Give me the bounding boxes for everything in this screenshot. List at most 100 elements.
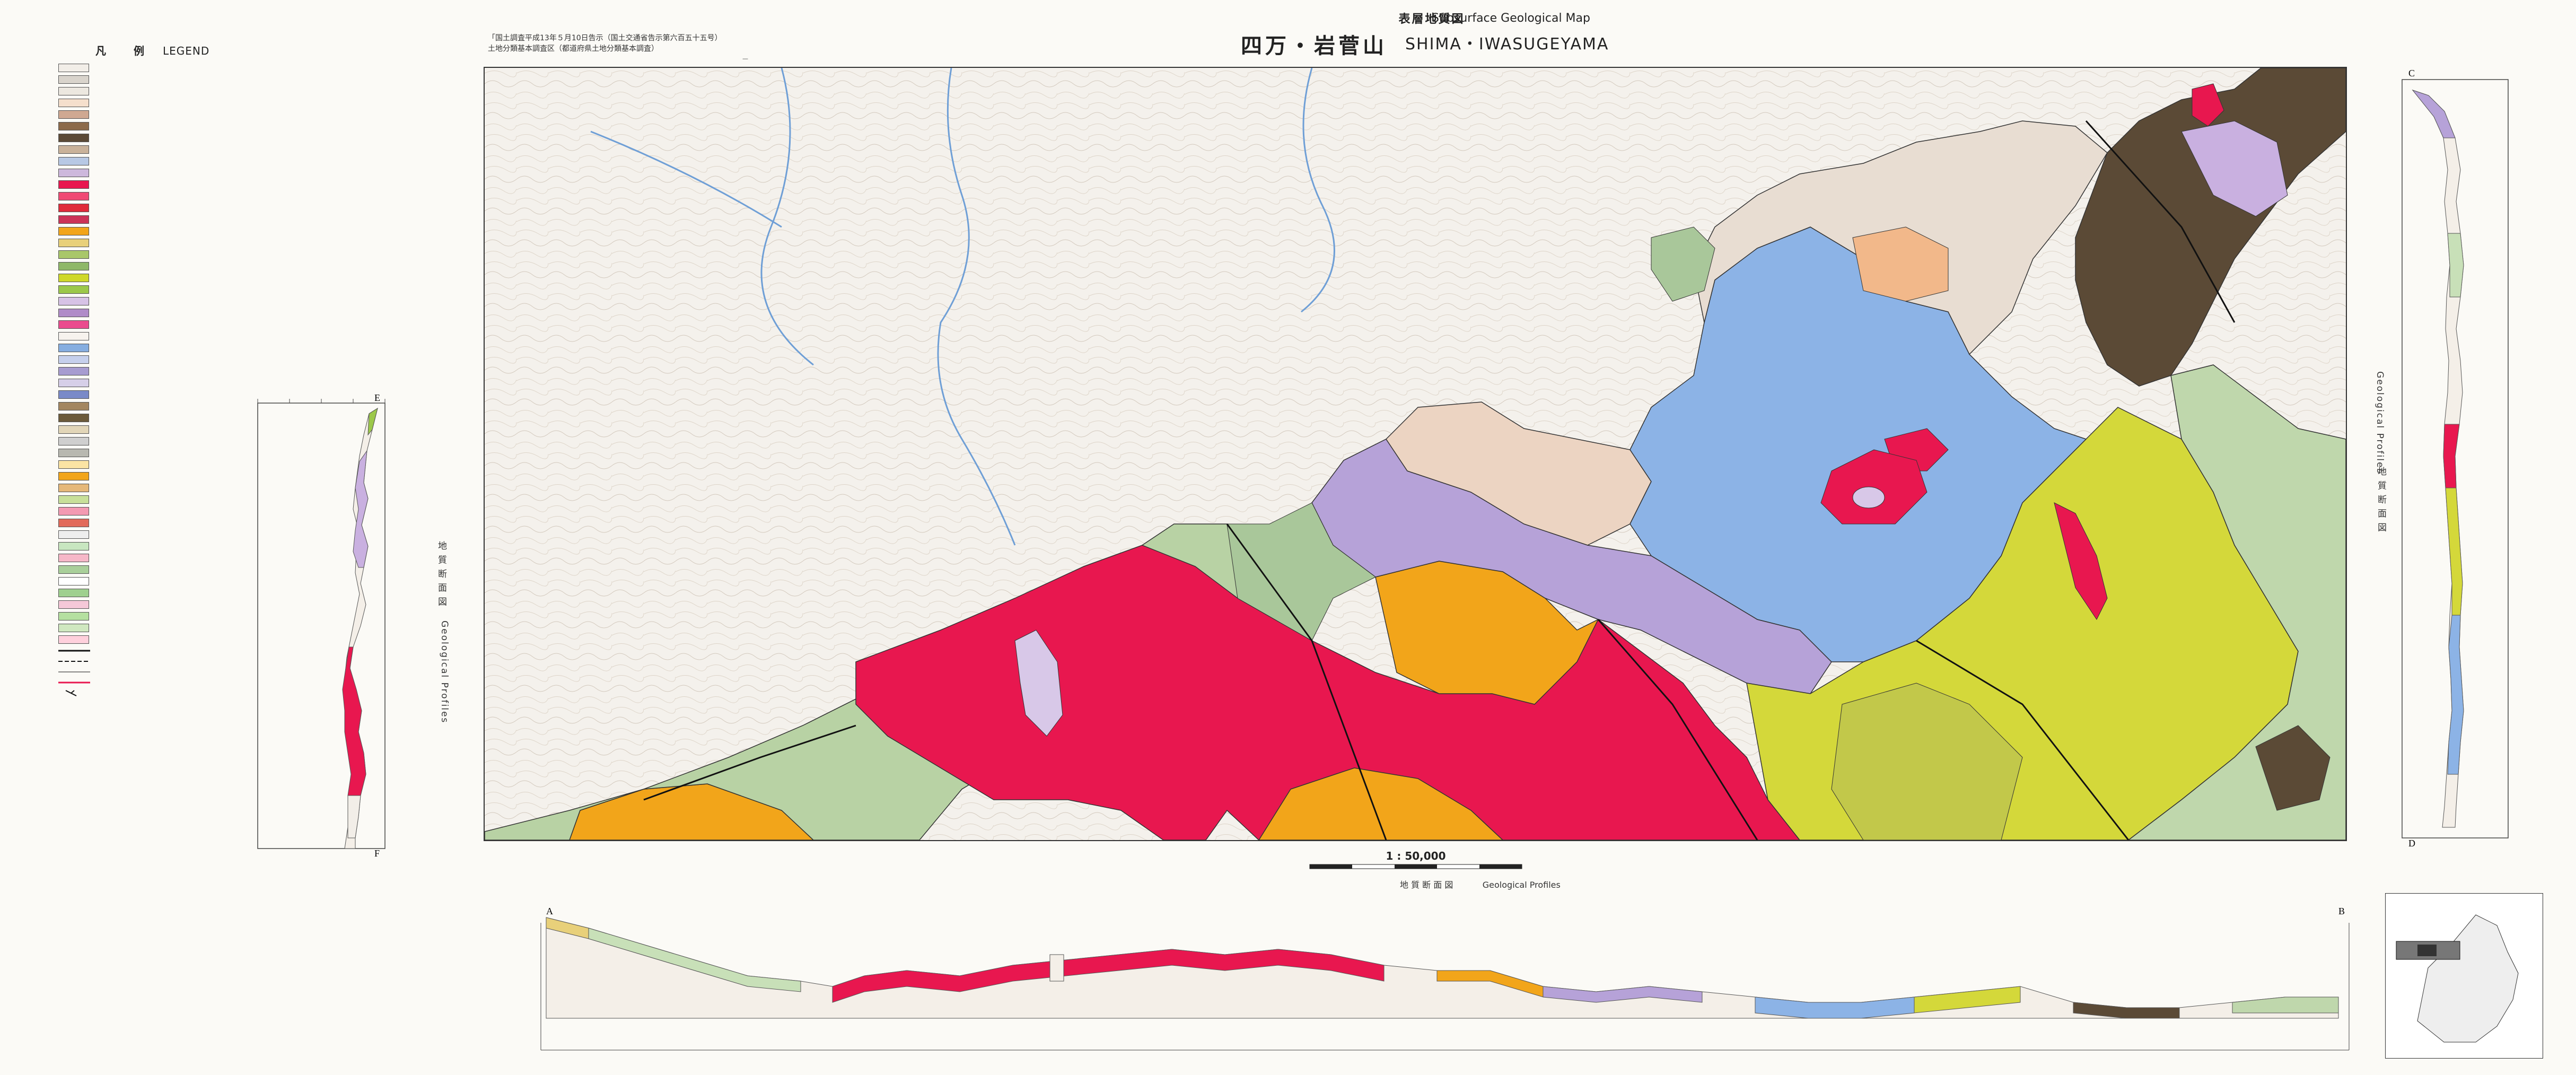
header-note-1: 「国土調査平成13年５月10日告示（国土交通省告示第六百五十五号） xyxy=(488,34,722,42)
legend-swatch xyxy=(58,250,89,259)
legend-row xyxy=(16,215,233,224)
legend-swatch xyxy=(58,624,89,632)
unit-magenta-ne[interactable] xyxy=(2192,83,2224,127)
legend-swatch xyxy=(58,565,89,574)
legend-swatch xyxy=(58,390,89,399)
legend-inferred-fault-symbol xyxy=(16,657,233,666)
scale-ratio: 1 : 50,000 xyxy=(1386,850,1446,862)
right-profile-svg: C D xyxy=(2402,68,2509,849)
bottom-profile-svg: A B xyxy=(540,906,2350,1051)
frame-tick-1: — xyxy=(742,55,748,62)
fault-lines xyxy=(643,120,2236,840)
unit-lavender-inlier[interactable] xyxy=(1014,630,1063,737)
unit-green-north[interactable] xyxy=(1651,226,1715,302)
unit-lavender-ne[interactable] xyxy=(2181,120,2288,217)
legend-row xyxy=(16,156,233,166)
map-svg xyxy=(485,68,2346,840)
legend-title-jp: 凡 例 xyxy=(95,45,146,57)
legend-row xyxy=(16,576,233,586)
legend-swatch xyxy=(58,309,89,317)
legend-row xyxy=(16,75,233,84)
legend-row xyxy=(16,273,233,283)
legend-swatch xyxy=(58,274,89,282)
legend-swatch xyxy=(58,64,89,72)
legend-swatch xyxy=(58,180,89,189)
legend-row xyxy=(16,331,233,341)
legend-boundary-symbol xyxy=(16,668,233,676)
left-profile-label-jp: 地 質 断 面 図 xyxy=(436,541,446,607)
legend-row xyxy=(16,518,233,528)
left-profile-ticks xyxy=(257,399,385,403)
bottom-profile-caption-jp: 地 質 断 面 図 xyxy=(1400,880,1453,890)
legend-entries xyxy=(16,63,233,644)
header-notes: 「国土調査平成13年５月10日告示（国土交通省告示第六百五十五号） 土地分類基本… xyxy=(488,33,722,54)
legend-swatch xyxy=(58,157,89,165)
legend-row xyxy=(16,308,233,318)
legend-swatch xyxy=(58,169,89,177)
bottom-geological-profile: A B xyxy=(536,902,2360,1063)
legend-row xyxy=(16,191,233,201)
legend-row xyxy=(16,600,233,609)
geological-map[interactable] xyxy=(484,67,2347,841)
unit-magenta-dome[interactable] xyxy=(1820,449,1927,525)
legend-row xyxy=(16,623,233,633)
legend-row xyxy=(16,366,233,376)
legend-swatch xyxy=(58,437,89,445)
legend-swatch xyxy=(58,262,89,270)
legend-row xyxy=(16,203,233,213)
subtitle-en: Subsurface Geological Map xyxy=(1432,12,1590,25)
unit-magenta-dike-east[interactable] xyxy=(2054,502,2108,620)
legend-swatch xyxy=(58,227,89,235)
legend-row xyxy=(16,553,233,563)
header-note-2: 土地分類基本調査区（都道府県土地分類基本調査） xyxy=(488,45,659,53)
legend-swatch xyxy=(58,204,89,212)
legend-swatch xyxy=(58,355,89,364)
legend-row xyxy=(16,285,233,294)
legend-swatch xyxy=(58,239,89,247)
unit-green-mid[interactable] xyxy=(1226,502,1376,641)
legend-row xyxy=(16,425,233,434)
legend-swatch xyxy=(58,484,89,492)
legend-swatch xyxy=(58,285,89,294)
legend-row xyxy=(16,541,233,551)
legend-swatch xyxy=(58,122,89,130)
legend-swatch xyxy=(58,589,89,597)
legend-row xyxy=(16,483,233,493)
legend-row xyxy=(16,63,233,73)
legend-row xyxy=(16,588,233,598)
legend-swatch xyxy=(58,110,89,119)
legend-swatch xyxy=(58,332,89,340)
legend-row xyxy=(16,506,233,516)
unit-brown-se[interactable] xyxy=(2255,725,2330,811)
legend-row xyxy=(16,436,233,446)
bottom-profile-caption-en: Geological Profiles xyxy=(1482,880,1561,890)
bottom-profile-left-letter: A xyxy=(546,906,553,916)
legend-swatch xyxy=(58,192,89,200)
legend-line-symbols xyxy=(16,646,233,697)
legend-row xyxy=(16,390,233,399)
legend-row xyxy=(16,320,233,329)
legend-swatch xyxy=(58,577,89,585)
title-small-block: 表層地質図 xyxy=(1220,10,1644,27)
legend-row xyxy=(16,261,233,271)
unit-green-east[interactable] xyxy=(2127,364,2346,840)
legend-row xyxy=(16,378,233,388)
rivers xyxy=(590,68,1335,546)
legend-row xyxy=(16,180,233,189)
legend-row xyxy=(16,98,233,108)
legend-swatch xyxy=(58,495,89,504)
unit-olive-south[interactable] xyxy=(1831,683,2023,840)
legend-swatch xyxy=(58,612,89,620)
unit-magenta-granite[interactable] xyxy=(855,545,1800,840)
legend-swatch xyxy=(58,215,89,224)
right-profile-label-en: Geological Profiles xyxy=(2375,371,2385,475)
legend-row xyxy=(16,530,233,539)
unit-orange-north[interactable] xyxy=(1852,226,1949,302)
index-map xyxy=(2385,893,2543,1059)
scale-bar: 1 : 50,000 xyxy=(1304,850,1527,874)
unit-orange-south[interactable] xyxy=(1258,767,1504,840)
legend-row xyxy=(16,471,233,481)
legend-swatch xyxy=(58,425,89,434)
legend-title-en: LEGEND xyxy=(162,45,210,57)
legend-row xyxy=(16,635,233,644)
